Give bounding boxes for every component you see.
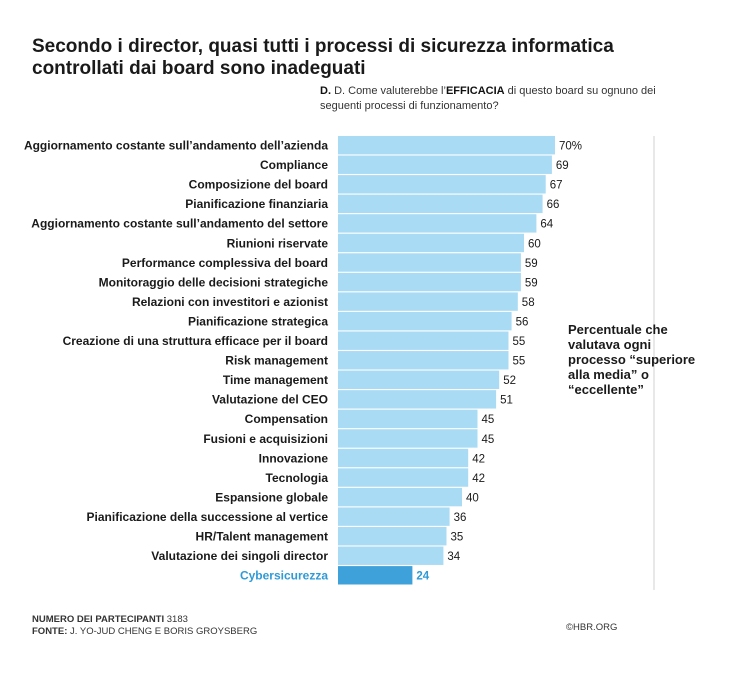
bar	[338, 566, 413, 585]
category-label: Innovazione	[259, 451, 329, 465]
category-label: HR/Talent management	[196, 530, 328, 544]
bar	[338, 448, 469, 468]
category-label: Aggiornamento costante sull’andamento de…	[31, 217, 328, 231]
category-label: Riunioni riservate	[227, 236, 329, 250]
value-label: 64	[540, 219, 553, 231]
category-label: Pianificazione strategica	[188, 314, 328, 328]
bar	[338, 507, 450, 526]
bar	[338, 370, 500, 389]
category-label: Compensation	[245, 412, 328, 426]
value-label: 59	[525, 277, 538, 289]
category-label: Composizione del board	[189, 178, 328, 192]
value-label: 69	[556, 160, 569, 172]
source-value: J. YO-JUD CHENG E BORIS GROYSBERG	[70, 626, 258, 637]
category-label: Fusioni e acquisizioni	[203, 432, 328, 446]
value-label: 42	[472, 473, 485, 485]
bar	[338, 233, 524, 253]
participants-label: NUMERO DEI PARTECIPANTI	[32, 614, 165, 625]
source-label: FONTE:	[32, 626, 68, 637]
value-label: 56	[516, 316, 529, 328]
bar	[338, 527, 447, 546]
footer: NUMERO DEI PARTECIPANTI 3183 FONTE: J. Y…	[32, 614, 257, 638]
category-label: Cybersicurezza	[240, 569, 328, 583]
value-label: 59	[525, 258, 538, 270]
bar	[338, 331, 509, 350]
category-label: Creazione di una struttura efficace per …	[63, 334, 328, 348]
value-label: 45	[482, 414, 495, 426]
bar	[338, 409, 478, 429]
chart-title: Secondo i director, quasi tutti i proces…	[32, 36, 614, 79]
category-label: Pianificazione finanziaria	[185, 197, 328, 211]
bar	[338, 429, 478, 448]
bar	[338, 214, 537, 233]
category-label: Time management	[223, 373, 328, 387]
value-label: 55	[513, 356, 526, 368]
value-label: 60	[528, 238, 541, 250]
value-label: 40	[466, 492, 479, 504]
category-label: Valutazione dei singoli director	[151, 549, 328, 563]
value-label: 36	[454, 512, 467, 524]
question-prefix: D.	[320, 85, 331, 97]
category-label: Tecnologia	[266, 471, 329, 485]
bar	[338, 311, 512, 331]
value-label: 51	[500, 395, 513, 407]
category-label: Pianificazione della successione al vert…	[87, 510, 329, 524]
bar	[338, 487, 462, 507]
bar	[338, 292, 518, 311]
bar	[338, 194, 543, 214]
participants-value: 3183	[166, 614, 188, 625]
bar	[338, 546, 444, 565]
value-label: 66	[547, 199, 560, 211]
bar	[338, 253, 521, 272]
value-label: 58	[522, 297, 535, 309]
value-label: 67	[550, 180, 563, 192]
copyright: ©HBR.ORG	[566, 622, 618, 633]
category-label: Performance complessiva del board	[122, 256, 328, 270]
survey-question: D. D. Come valuterebbe l’EFFICACIA di qu…	[320, 84, 680, 114]
bar-chart: Aggiornamento costante sull’andamento de…	[24, 136, 655, 590]
bar	[338, 136, 555, 155]
bar	[338, 468, 469, 487]
bar	[338, 155, 552, 174]
question-text-after: di questo board su ognuno dei seguenti p…	[320, 85, 656, 112]
bar	[338, 390, 497, 409]
axis-label-callout: Percentuale che valutava ogni processo “…	[568, 322, 696, 397]
category-label: Valutazione del CEO	[212, 393, 328, 407]
bar	[338, 175, 546, 194]
value-label: 70%	[559, 141, 582, 153]
question-text-before: D. Come valuterebbe l’	[334, 85, 446, 97]
category-label: Relazioni con investitori e azionist	[132, 295, 328, 309]
value-label: 55	[513, 336, 526, 348]
category-label: Aggiornamento costante sull’andamento de…	[24, 139, 328, 153]
question-emphasis: EFFICACIA	[445, 85, 505, 97]
value-label: 45	[482, 434, 495, 446]
category-label: Monitoraggio delle decisioni strategiche	[99, 275, 329, 289]
category-label: Compliance	[260, 158, 328, 172]
value-label: 42	[472, 453, 485, 465]
category-label: Risk management	[225, 354, 328, 368]
bar	[338, 272, 521, 292]
category-label: Espansione globale	[215, 490, 328, 504]
value-label: 24	[416, 571, 429, 583]
bar	[338, 351, 509, 370]
value-label: 35	[451, 532, 464, 544]
value-label: 52	[503, 375, 516, 387]
value-label: 34	[447, 551, 460, 563]
